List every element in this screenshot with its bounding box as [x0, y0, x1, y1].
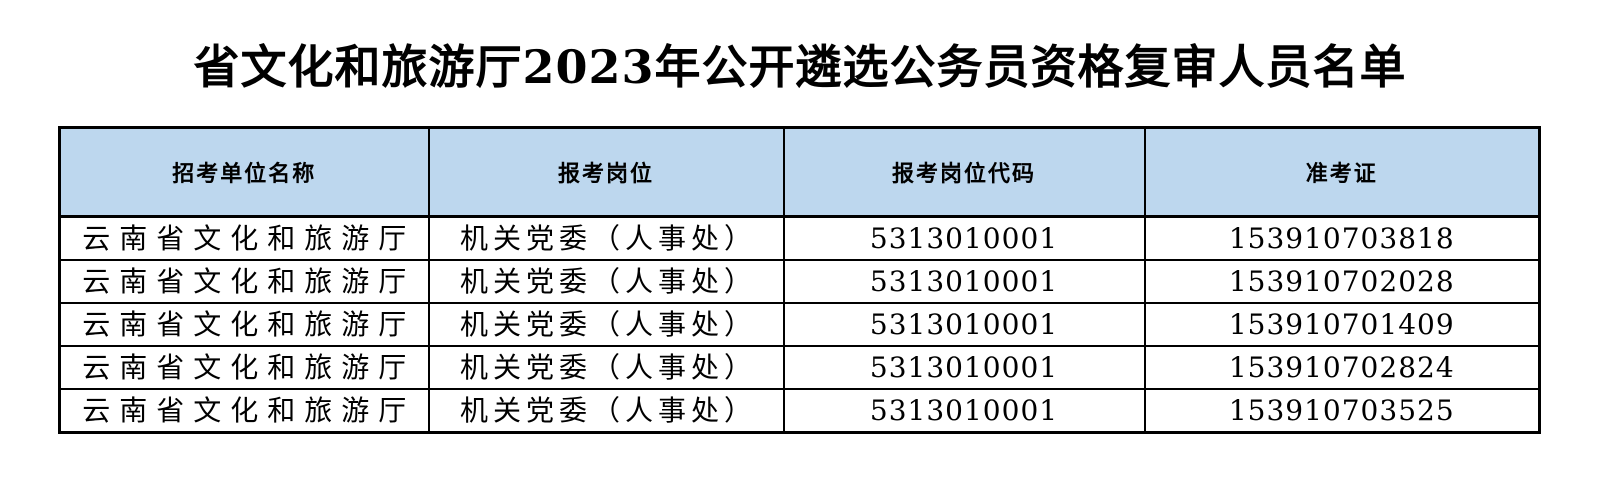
table-row: 云南省文化和旅游厅 机关党委（人事处） 5313010001 153910702…: [58, 345, 1541, 390]
cell-position: 机关党委（人事处）: [427, 259, 785, 304]
cell-admission-no: 153910702028: [1143, 259, 1541, 304]
cell-unit-name: 云南省文化和旅游厅: [58, 345, 430, 390]
table-row: 云南省文化和旅游厅 机关党委（人事处） 5313010001 153910703…: [58, 215, 1541, 261]
table-row: 云南省文化和旅游厅 机关党委（人事处） 5313010001 153910701…: [58, 302, 1541, 347]
cell-position: 机关党委（人事处）: [427, 345, 785, 390]
cell-position-code: 5313010001: [782, 345, 1146, 390]
cell-position-code: 5313010001: [782, 259, 1146, 304]
header-cell-position-code: 报考岗位代码: [782, 126, 1146, 218]
page-title: 省文化和旅游厅2023年公开遴选公务员资格复审人员名单: [193, 40, 1407, 94]
cell-unit-name: 云南省文化和旅游厅: [58, 302, 430, 347]
cell-position-code: 5313010001: [782, 388, 1146, 434]
cell-position-code: 5313010001: [782, 302, 1146, 347]
cell-admission-no: 153910701409: [1143, 302, 1541, 347]
table-row: 云南省文化和旅游厅 机关党委（人事处） 5313010001 153910703…: [58, 388, 1541, 434]
cell-admission-no: 153910703525: [1143, 388, 1541, 434]
cell-unit-name: 云南省文化和旅游厅: [58, 388, 430, 434]
header-cell-unit-name: 招考单位名称: [58, 126, 430, 218]
table-row: 云南省文化和旅游厅 机关党委（人事处） 5313010001 153910702…: [58, 259, 1541, 304]
header-cell-position: 报考岗位: [427, 126, 785, 218]
cell-position: 机关党委（人事处）: [427, 388, 785, 434]
roster-table-container: 招考单位名称 报考岗位 报考岗位代码 准考证 云南省文化和旅游厅 机关党委（人事…: [58, 126, 1541, 434]
cell-admission-no: 153910703818: [1143, 215, 1541, 261]
header-cell-admission-no: 准考证: [1143, 126, 1541, 218]
review-roster-table: 招考单位名称 报考岗位 报考岗位代码 准考证 云南省文化和旅游厅 机关党委（人事…: [58, 126, 1541, 434]
cell-position: 机关党委（人事处）: [427, 302, 785, 347]
cell-unit-name: 云南省文化和旅游厅: [58, 215, 430, 261]
cell-position-code: 5313010001: [782, 215, 1146, 261]
cell-admission-no: 153910702824: [1143, 345, 1541, 390]
table-header-row: 招考单位名称 报考岗位 报考岗位代码 准考证: [58, 126, 1541, 218]
cell-unit-name: 云南省文化和旅游厅: [58, 259, 430, 304]
cell-position: 机关党委（人事处）: [427, 215, 785, 261]
